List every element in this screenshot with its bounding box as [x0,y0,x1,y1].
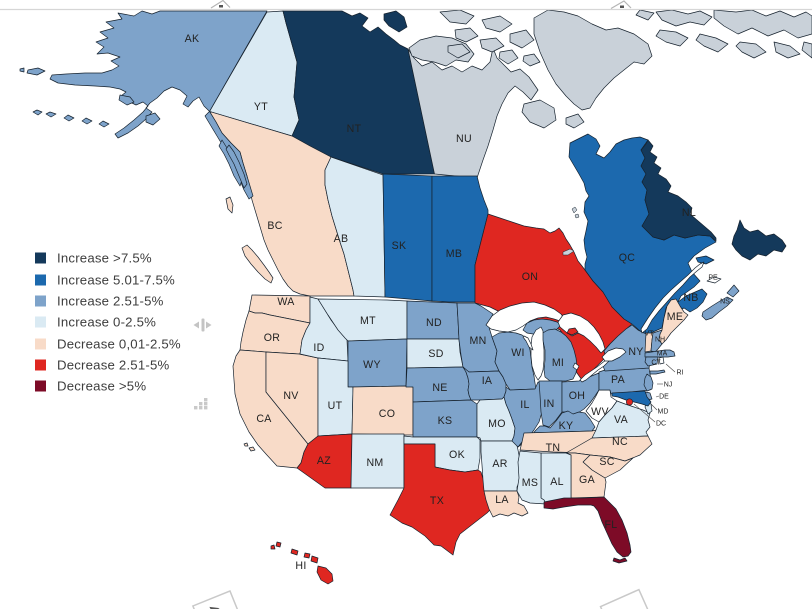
svg-text:WY: WY [363,359,381,371]
svg-text:SC: SC [599,456,614,468]
svg-text:NB: NB [683,292,698,304]
svg-text:DC: DC [656,421,666,428]
svg-text:MB: MB [446,248,463,260]
svg-text:PE: PE [708,275,718,282]
svg-text:NJ: NJ [664,382,673,389]
svg-text:OH: OH [569,390,586,402]
svg-text:KS: KS [438,415,453,427]
svg-text:OK: OK [449,449,465,461]
svg-text:AL: AL [550,476,564,488]
svg-text:CT: CT [651,360,661,367]
svg-text:NY: NY [628,346,643,358]
svg-text:NH: NH [655,337,665,344]
svg-text:MI: MI [552,357,564,369]
svg-text:Increase 2.51-5%: Increase 2.51-5% [57,294,164,309]
svg-text:IL: IL [520,399,529,411]
svg-text:ID: ID [313,342,324,354]
svg-text:ON: ON [522,271,539,283]
svg-text:NS: NS [720,299,730,306]
svg-text:Decrease 0,01-2.5%: Decrease 0,01-2.5% [57,337,181,352]
svg-text:KY: KY [559,420,574,432]
svg-text:WI: WI [511,347,525,359]
svg-text:MS: MS [522,477,539,489]
svg-text:AR: AR [492,458,507,470]
svg-text:NV: NV [283,390,299,402]
svg-text:ND: ND [426,317,442,329]
svg-text:WA: WA [277,296,295,308]
svg-text:IN: IN [543,398,554,410]
svg-text:CO: CO [379,408,396,420]
svg-text:MT: MT [360,315,376,327]
svg-text:Decrease 2.51-5%: Decrease 2.51-5% [57,358,169,373]
svg-text:MD: MD [658,409,669,416]
svg-text:Increase 0-2.5%: Increase 0-2.5% [57,315,156,330]
svg-text:CA: CA [256,413,272,425]
svg-text:BC: BC [267,220,282,232]
svg-text:VT: VT [645,331,655,338]
svg-text:IA: IA [482,375,493,387]
svg-text:AZ: AZ [317,455,331,467]
svg-text:FL: FL [605,519,618,531]
svg-text:MA: MA [657,351,668,358]
svg-text:ME: ME [667,311,684,323]
svg-text:WV: WV [591,406,609,418]
svg-text:TN: TN [546,442,561,454]
svg-text:AK: AK [185,33,200,45]
svg-text:NL: NL [682,207,696,219]
svg-text:HI: HI [295,560,306,572]
svg-text:YT: YT [254,101,268,113]
svg-text:PA: PA [611,374,626,386]
svg-text:NT: NT [347,123,362,135]
svg-text:VA: VA [614,414,629,426]
svg-text:SD: SD [428,348,443,360]
svg-text:AB: AB [334,233,349,245]
svg-text:SK: SK [392,240,407,252]
svg-text:LA: LA [495,494,509,506]
svg-text:MN: MN [469,335,486,347]
svg-text:Increase >7.5%: Increase >7.5% [57,251,152,266]
svg-text:NU: NU [456,133,472,145]
svg-text:TX: TX [430,495,444,507]
svg-text:Increase 5.01-7.5%: Increase 5.01-7.5% [57,273,175,288]
svg-text:Decrease >5%: Decrease >5% [57,379,146,394]
svg-text:GA: GA [579,474,596,486]
svg-text:QC: QC [619,252,636,264]
svg-text:DE: DE [659,394,669,401]
svg-text:RI: RI [677,370,684,377]
svg-text:NE: NE [432,382,447,394]
svg-text:NM: NM [366,457,383,469]
svg-text:MO: MO [488,418,506,430]
svg-text:NC: NC [612,436,628,448]
svg-text:UT: UT [328,400,343,412]
svg-text:OR: OR [264,332,281,344]
